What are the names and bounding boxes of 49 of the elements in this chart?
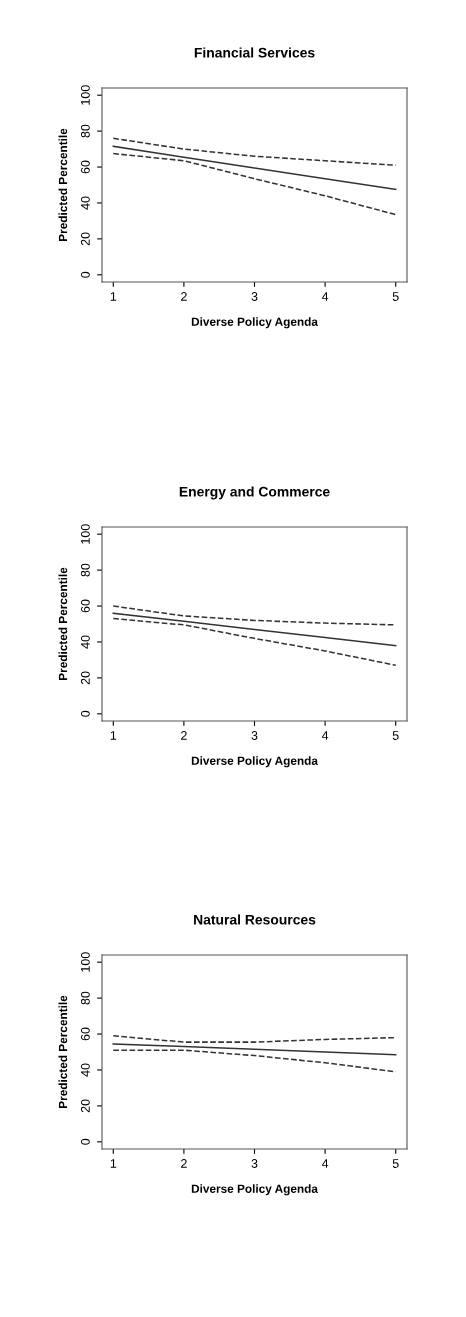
- x-tick-label: 5: [392, 731, 399, 740]
- x-tick-label: 4: [321, 292, 329, 301]
- y-tick-label: 0: [80, 710, 90, 717]
- y-tick-label: 100: [80, 85, 90, 105]
- x-tick-label: 4: [321, 731, 329, 740]
- y-tick-label: 80: [80, 124, 90, 138]
- y-tick-label: 60: [80, 160, 90, 174]
- x-axis-title: Diverse Policy Agenda: [191, 317, 318, 329]
- chart-title: Financial Services: [194, 47, 315, 58]
- x-tick-label: 3: [251, 292, 258, 301]
- y-tick-label: 100: [80, 524, 90, 544]
- x-tick-label: 2: [181, 1159, 187, 1168]
- line-series: [112, 612, 397, 647]
- x-tick-label: 2: [181, 292, 187, 301]
- x-tick-label: 5: [392, 1159, 399, 1168]
- y-tick-label: 80: [80, 991, 90, 1005]
- x-axis-title: Diverse Policy Agenda: [191, 756, 318, 768]
- y-tick-label: 20: [80, 1099, 90, 1113]
- x-tick-label: 2: [181, 731, 187, 740]
- line-series: [112, 137, 397, 167]
- line-series: [112, 1035, 397, 1043]
- y-tick-label: 40: [80, 635, 90, 649]
- y-tick-label: 40: [80, 196, 90, 210]
- x-tick-label: 3: [251, 731, 258, 740]
- y-axis-title: Predicted Percentile: [58, 995, 68, 1108]
- y-tick-label: 20: [80, 232, 90, 246]
- x-axis-title: Diverse Policy Agenda: [191, 1184, 318, 1196]
- line-series: [112, 1043, 397, 1056]
- y-tick-label: 80: [80, 563, 90, 577]
- x-tick-label: 1: [110, 1159, 117, 1168]
- y-tick-label: 60: [80, 599, 90, 613]
- x-tick-label: 5: [392, 292, 399, 301]
- chart-title: Natural Resources: [194, 914, 316, 925]
- y-tick-label: 0: [80, 1138, 90, 1145]
- x-tick-label: 4: [321, 1159, 329, 1168]
- y-tick-label: 20: [80, 671, 90, 685]
- y-tick-label: 100: [80, 952, 90, 972]
- chart-title: Energy and Commerce: [179, 486, 330, 500]
- line-series: [112, 145, 397, 191]
- line-series: [112, 617, 397, 667]
- y-axis-title: Predicted Percentile: [58, 567, 68, 680]
- y-axis-title: Predicted Percentile: [58, 128, 68, 241]
- y-tick-label: 40: [80, 1063, 90, 1077]
- x-tick-label: 3: [251, 1159, 258, 1168]
- x-tick-label: 1: [110, 731, 117, 740]
- y-tick-label: 0: [80, 271, 90, 278]
- line-series: [112, 152, 397, 216]
- y-tick-label: 60: [80, 1027, 90, 1041]
- x-tick-label: 1: [110, 292, 117, 301]
